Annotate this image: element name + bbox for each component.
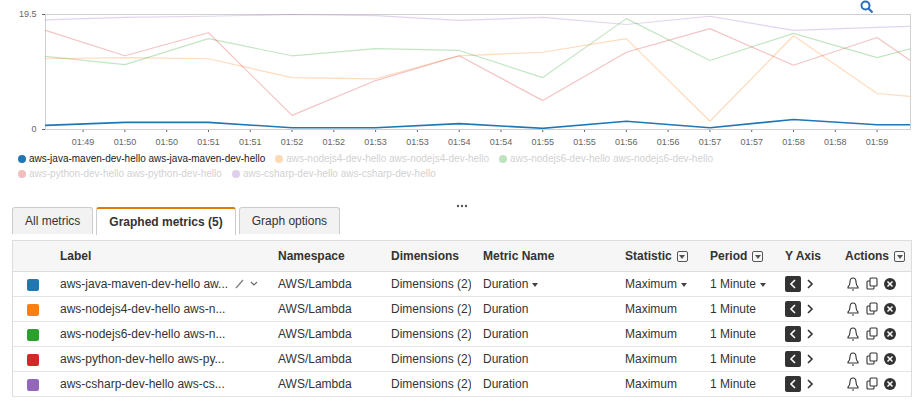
- html-text:aws-java-maven-dev-hello aws-j: aws-java-maven-dev-hello aws-java-maven-…: [29, 153, 266, 164]
- svg-text:01:54: 01:54: [448, 137, 471, 147]
- svg-text:01:58: 01:58: [782, 137, 805, 147]
- html-text:Period: Period: [710, 249, 748, 263]
- svg-text:01:57: 01:57: [740, 137, 763, 147]
- svg-text:01:52: 01:52: [323, 137, 346, 147]
- svg-text:01:58: 01:58: [824, 137, 847, 147]
- html-text:aws-java-maven-dev-hello aw...: aws-java-maven-dev-hello aw...: [60, 276, 229, 291]
- html-text:Actions: Actions: [845, 249, 889, 263]
- html-text:1 Minute: 1 Minute: [710, 352, 756, 366]
- html-text:aws-nodejs4-dev-hello aws-node: aws-nodejs4-dev-hello aws-nodejs4-dev-he…: [286, 153, 490, 164]
- html-text:Maximum: Maximum: [625, 327, 677, 341]
- html-text:aws-csharp-dev-hello aws-cshar: aws-csharp-dev-hello aws-csharp-dev-hell…: [242, 168, 436, 179]
- html-text:Graph options: Graph options: [251, 214, 328, 228]
- html-text:Namespace: Namespace: [278, 249, 345, 263]
- html-text:aws-nodejs4-dev-hello aws-n...: aws-nodejs4-dev-hello aws-n...: [60, 302, 226, 316]
- html-text:Statistic: Statistic: [625, 249, 672, 263]
- svg-text:01:52: 01:52: [281, 137, 304, 147]
- html-text:AWS/Lambda: AWS/Lambda: [278, 377, 352, 391]
- svg-text:01:51: 01:51: [239, 137, 262, 147]
- svg-text:19.5: 19.5: [19, 9, 37, 19]
- html-text:All metrics: All metrics: [25, 214, 81, 228]
- html-text:AWS/Lambda: AWS/Lambda: [278, 352, 352, 366]
- svg-text:01:56: 01:56: [657, 137, 680, 147]
- html-text:aws-python-dev-hello aws-py...: aws-python-dev-hello aws-py...: [60, 352, 225, 366]
- svg-text:01:59: 01:59: [866, 137, 889, 147]
- html-text:AWS/Lambda: AWS/Lambda: [278, 277, 352, 291]
- html-text:Maximum: Maximum: [625, 377, 677, 391]
- html-text:Dimensions (2): Dimensions (2): [391, 377, 472, 391]
- html-text:1 Minute: 1 Minute: [710, 327, 756, 341]
- html-text:Maximum: Maximum: [625, 352, 677, 366]
- html-text:Y Axis: Y Axis: [785, 249, 821, 263]
- html-text:AWS/Lambda: AWS/Lambda: [278, 327, 352, 341]
- html-text:Duration: Duration: [483, 327, 529, 341]
- html-text:Dimensions (2): Dimensions (2): [391, 327, 472, 341]
- html-text:1 Minute: 1 Minute: [710, 377, 756, 391]
- html-text:Duration: Duration: [483, 302, 529, 316]
- html-text:Duration: Duration: [483, 377, 529, 391]
- svg-text:01:55: 01:55: [573, 137, 596, 147]
- html-text:Dimensions (2): Dimensions (2): [391, 302, 472, 316]
- svg-text:01:57: 01:57: [699, 137, 722, 147]
- html-text:Dimensions: Dimensions: [391, 249, 459, 263]
- svg-text:01:56: 01:56: [615, 137, 638, 147]
- html-text:1 Minute: 1 Minute: [710, 277, 756, 291]
- html-text:aws-nodejs6-dev-hello aws-n...: aws-nodejs6-dev-hello aws-n...: [60, 327, 226, 341]
- html-text:aws-python-dev-hello aws-pytho: aws-python-dev-hello aws-python-dev-hell…: [29, 168, 222, 179]
- html-text:aws-csharp-dev-hello aws-cs...: aws-csharp-dev-hello aws-cs...: [60, 377, 225, 391]
- svg-text:01:51: 01:51: [197, 137, 220, 147]
- svg-text:01:55: 01:55: [532, 137, 555, 147]
- svg-text:01:50: 01:50: [114, 137, 137, 147]
- html-text:Graphed metrics (5): Graphed metrics (5): [109, 215, 223, 229]
- html-text:Maximum: Maximum: [625, 277, 677, 291]
- svg-text:01:49: 01:49: [72, 137, 95, 147]
- html-text:aws-nodejs6-dev-hello aws-node: aws-nodejs6-dev-hello aws-nodejs6-dev-he…: [510, 153, 713, 164]
- html-text:Label: Label: [60, 249, 92, 263]
- html-text:Metric Name: Metric Name: [483, 249, 555, 263]
- svg-text:01:50: 01:50: [155, 137, 178, 147]
- html-text:Dimensions (2): Dimensions (2): [391, 277, 472, 291]
- html-text:Duration: Duration: [483, 352, 529, 366]
- html-text:Dimensions (2): Dimensions (2): [391, 352, 472, 366]
- html-text:AWS/Lambda: AWS/Lambda: [278, 302, 352, 316]
- svg-text:01:53: 01:53: [406, 137, 429, 147]
- html-text:1 Minute: 1 Minute: [710, 302, 756, 316]
- html-text:Maximum: Maximum: [625, 302, 677, 316]
- html-text:Duration: Duration: [483, 277, 529, 291]
- svg-text:0: 0: [31, 124, 36, 134]
- svg-text:01:53: 01:53: [364, 137, 387, 147]
- svg-text:01:54: 01:54: [490, 137, 513, 147]
